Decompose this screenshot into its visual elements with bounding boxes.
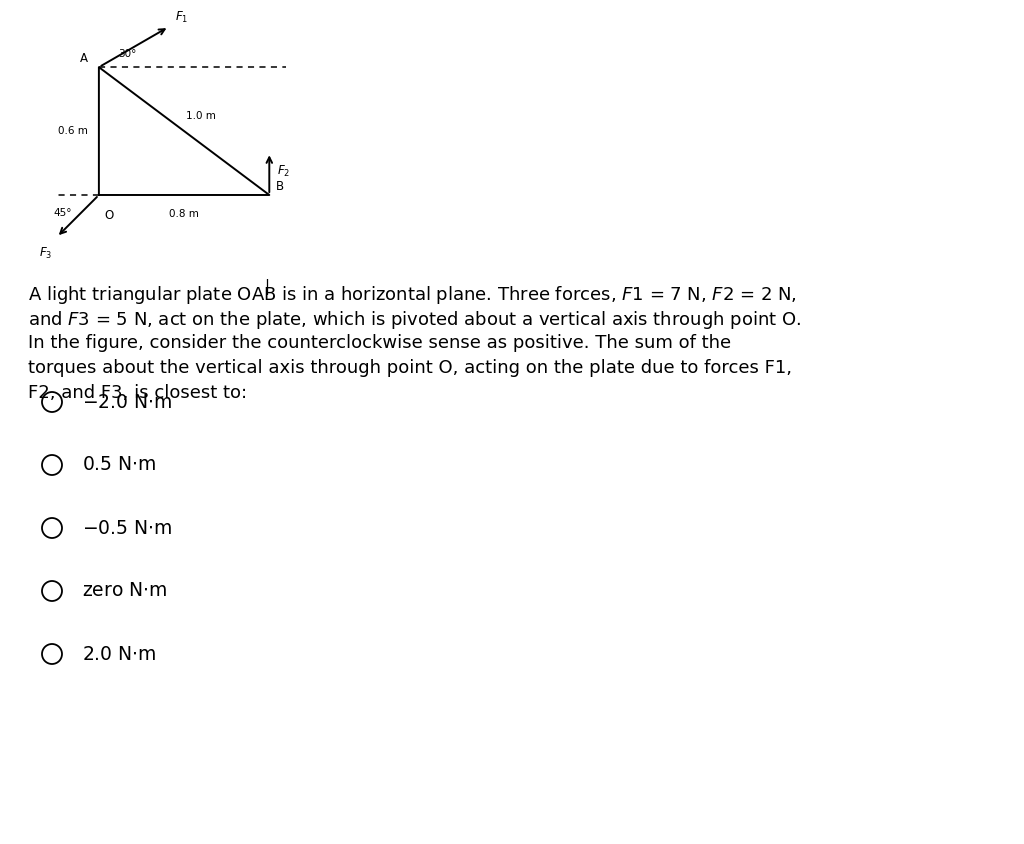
Text: O: O — [104, 208, 114, 222]
Text: torques about the vertical axis through point O, acting on the plate due to forc: torques about the vertical axis through … — [28, 359, 792, 377]
Text: B: B — [275, 180, 284, 193]
Text: and $\mathit{F}$3 = 5 N, act on the plate, which is pivoted about a vertical axi: and $\mathit{F}$3 = 5 N, act on the plat… — [28, 309, 801, 331]
Text: 1.0 m: 1.0 m — [186, 111, 216, 122]
Text: $-$0.5 N$\cdot$m: $-$0.5 N$\cdot$m — [82, 518, 172, 538]
Text: 0.8 m: 0.8 m — [169, 208, 199, 219]
Text: A: A — [80, 52, 88, 65]
Text: 2.0 N$\cdot$m: 2.0 N$\cdot$m — [82, 645, 157, 663]
Text: 0.6 m: 0.6 m — [58, 126, 88, 136]
Text: $F_2$: $F_2$ — [276, 164, 290, 179]
Text: $F_3$: $F_3$ — [39, 246, 52, 261]
Text: $F_1$: $F_1$ — [175, 9, 188, 24]
Text: $-$2.0 N$\cdot$m: $-$2.0 N$\cdot$m — [82, 392, 172, 412]
Text: F2, and F3, is closest to:: F2, and F3, is closest to: — [28, 384, 247, 402]
Text: zero N$\cdot$m: zero N$\cdot$m — [82, 582, 167, 600]
Text: 0.5 N$\cdot$m: 0.5 N$\cdot$m — [82, 456, 157, 474]
Text: In the figure, consider the counterclockwise sense as positive. The sum of the: In the figure, consider the counterclock… — [28, 334, 731, 352]
Text: A light triangular plate OAB is in a horizontal plane. Three forces, $\mathit{F}: A light triangular plate OAB is in a hor… — [28, 284, 797, 306]
Text: 45°: 45° — [53, 208, 72, 218]
Text: 30°: 30° — [118, 49, 136, 58]
Text: |: | — [263, 279, 269, 295]
